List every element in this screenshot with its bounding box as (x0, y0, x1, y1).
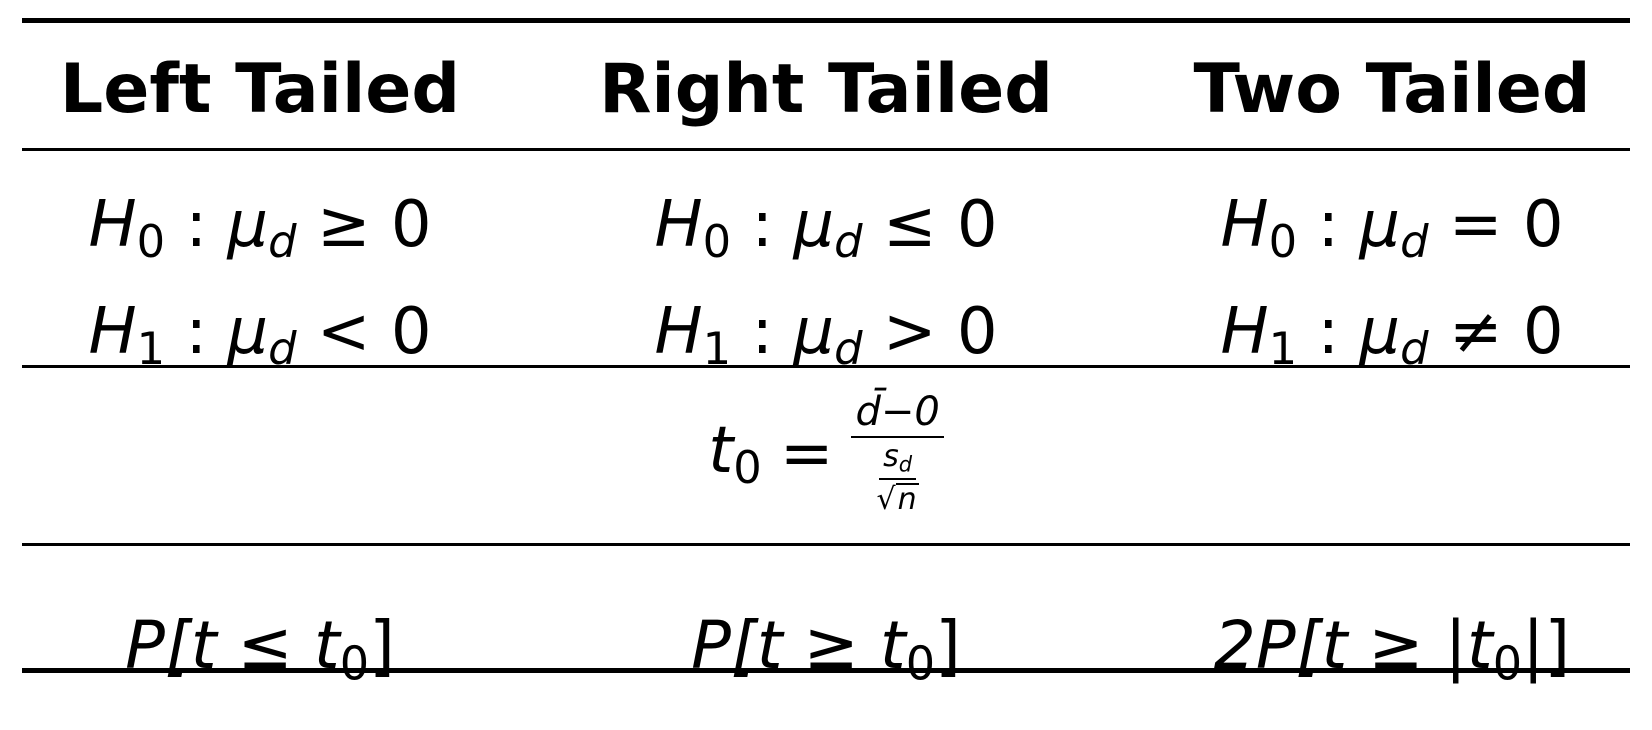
fraction-numerator: d̄−0 (851, 392, 944, 438)
statistic-equals: = (779, 416, 834, 491)
table-bottom-rule (22, 668, 1630, 673)
h0-left: H0 : μd ≥ 0 (88, 188, 432, 269)
header-right-tailed: Right Tailed (599, 50, 1053, 129)
hypotheses-two: H0 : μd = 0 H1 : μd ≠ 0 (1132, 180, 1652, 394)
hypotheses-right: H0 : μd ≤ 0 H1 : μd > 0 (566, 180, 1086, 394)
pvalue-left: P[t ≤ t0] (125, 607, 395, 691)
header-rule (22, 148, 1630, 151)
statistic-rule (22, 543, 1630, 546)
pvalue-two: 2P[t ≥ |t0|] (1213, 607, 1571, 691)
table-top-rule (22, 18, 1630, 23)
h0-right: H0 : μd ≤ 0 (654, 188, 998, 269)
denominator-denominator: √n (876, 482, 919, 518)
header-two-tailed: Two Tailed (1193, 50, 1591, 129)
denominator-numerator: sd (879, 442, 917, 481)
hypotheses-rule (22, 365, 1630, 368)
h0-two: H0 : μd = 0 (1220, 188, 1564, 269)
statistic-lhs: t0 (708, 413, 762, 494)
sqrt-icon: √ (876, 482, 896, 518)
header-left-tailed: Left Tailed (59, 50, 461, 129)
fraction-denominator: sd √n (877, 438, 919, 515)
test-statistic: t0 = d̄−0 sd √n (0, 392, 1652, 515)
statistic-fraction: d̄−0 sd √n (851, 392, 944, 515)
h1-right: H1 : μd > 0 (654, 295, 998, 376)
h1-left: H1 : μd < 0 (88, 295, 432, 376)
pvalue-right: P[t ≥ t0] (691, 607, 961, 691)
hypotheses-left: H0 : μd ≥ 0 H1 : μd < 0 (0, 180, 520, 394)
h1-two: H1 : μd ≠ 0 (1220, 295, 1564, 376)
